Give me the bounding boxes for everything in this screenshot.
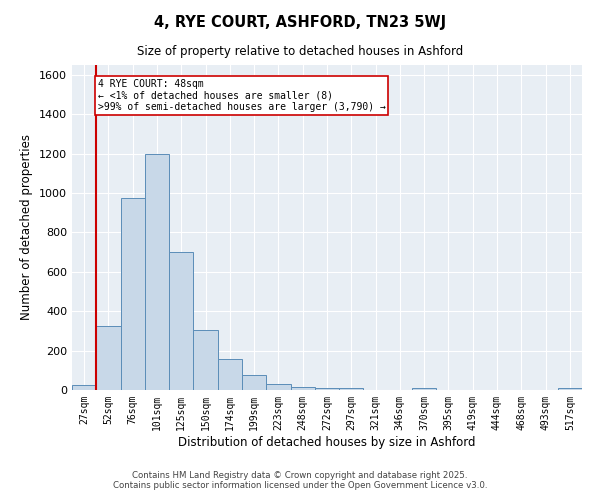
Text: Contains HM Land Registry data © Crown copyright and database right 2025.
Contai: Contains HM Land Registry data © Crown c… — [113, 470, 487, 490]
Text: Size of property relative to detached houses in Ashford: Size of property relative to detached ho… — [137, 45, 463, 58]
Bar — [290, 387, 315, 390]
Bar — [169, 252, 193, 390]
Bar — [242, 375, 266, 390]
Bar — [339, 388, 364, 390]
Bar — [558, 388, 582, 390]
Bar — [121, 198, 145, 390]
Bar — [72, 385, 96, 390]
Bar — [145, 154, 169, 390]
Bar — [218, 359, 242, 390]
Bar — [315, 388, 339, 390]
Bar — [412, 388, 436, 390]
X-axis label: Distribution of detached houses by size in Ashford: Distribution of detached houses by size … — [178, 436, 476, 448]
Y-axis label: Number of detached properties: Number of detached properties — [20, 134, 34, 320]
Bar — [266, 384, 290, 390]
Text: 4 RYE COURT: 48sqm
← <1% of detached houses are smaller (8)
>99% of semi-detache: 4 RYE COURT: 48sqm ← <1% of detached hou… — [97, 79, 385, 112]
Bar — [96, 326, 121, 390]
Bar — [193, 330, 218, 390]
Text: 4, RYE COURT, ASHFORD, TN23 5WJ: 4, RYE COURT, ASHFORD, TN23 5WJ — [154, 15, 446, 30]
